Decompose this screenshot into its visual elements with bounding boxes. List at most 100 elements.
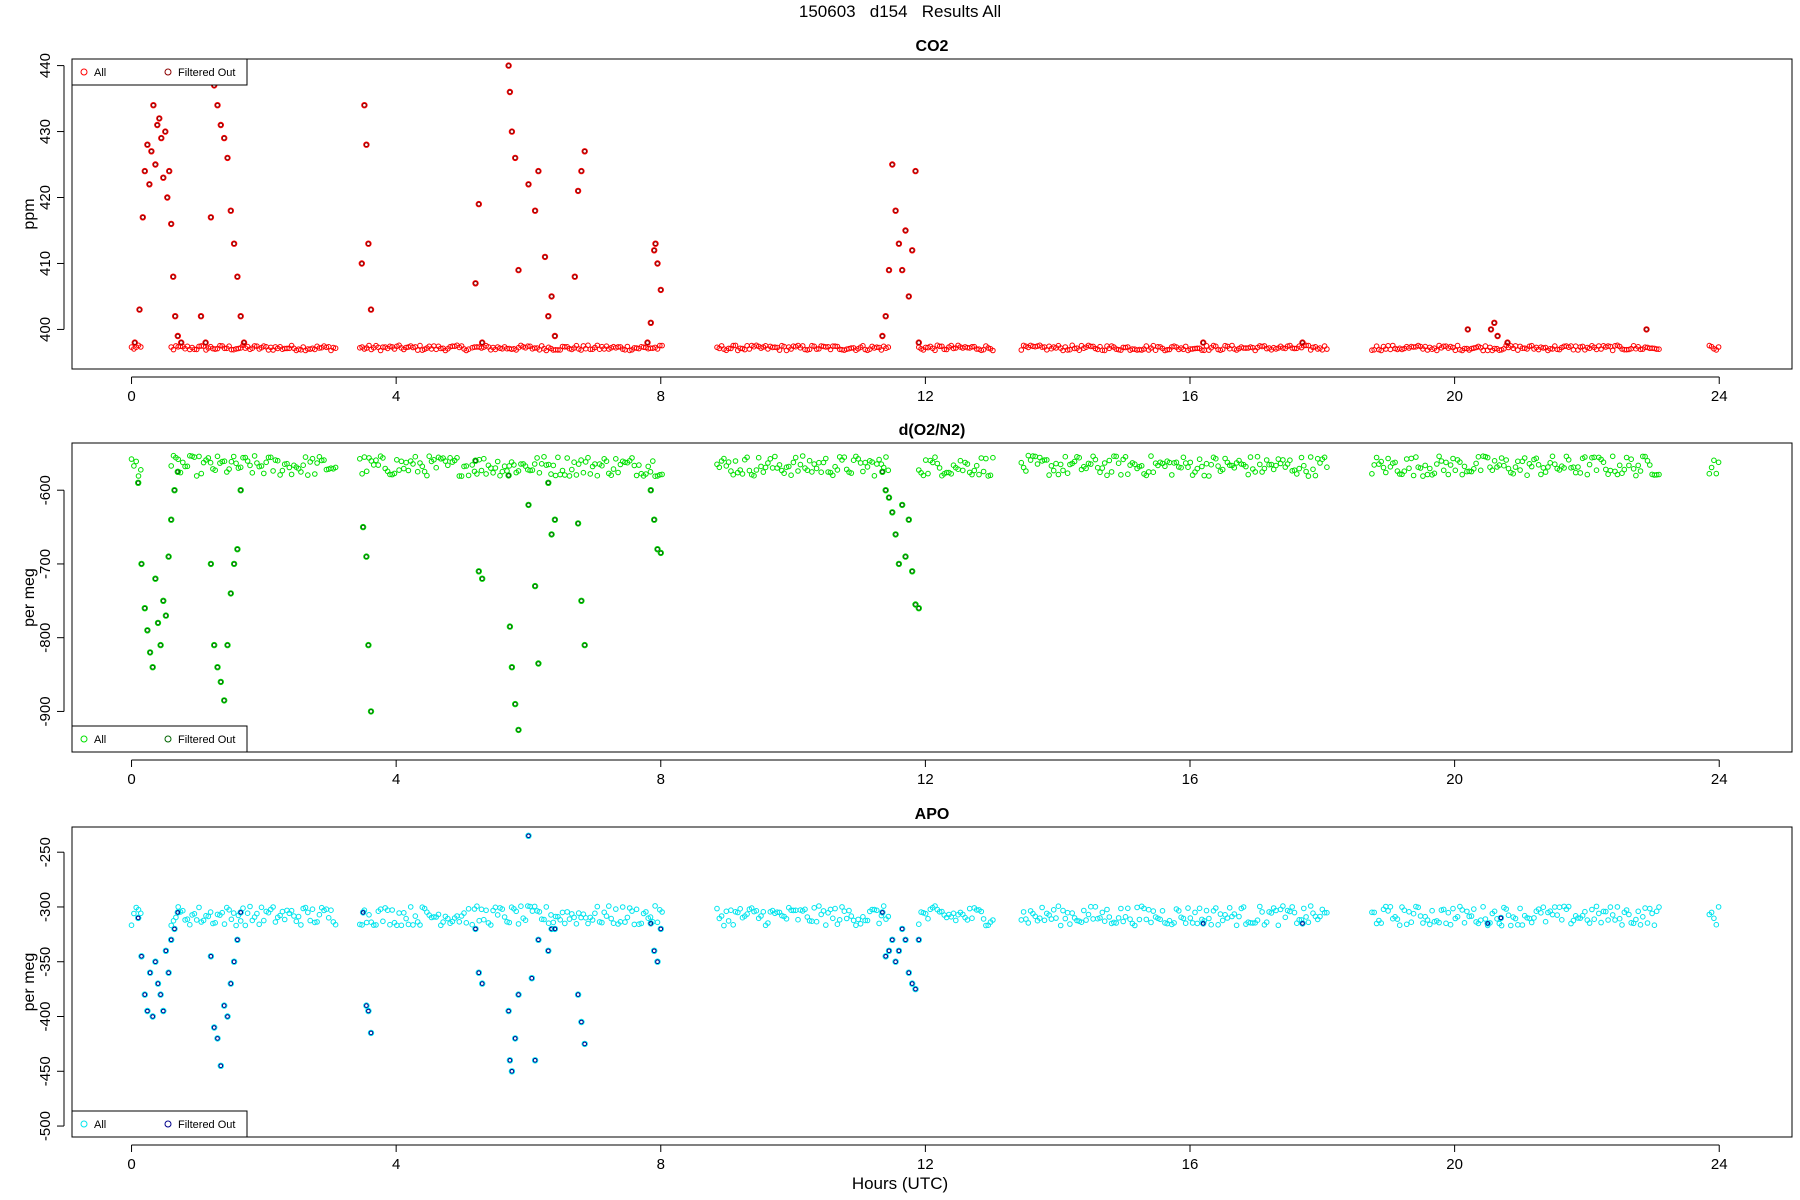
data-point-all bbox=[1046, 912, 1052, 918]
data-point-all bbox=[1401, 468, 1408, 475]
data-point-all bbox=[1299, 920, 1306, 927]
data-point-filtered-out bbox=[903, 554, 908, 559]
data-point-all bbox=[1533, 455, 1540, 462]
x-tick-label: 24 bbox=[1711, 771, 1728, 788]
data-point-all bbox=[1030, 453, 1036, 459]
data-point-all bbox=[152, 161, 159, 168]
data-point-all bbox=[1176, 464, 1182, 470]
data-point-all bbox=[1206, 473, 1212, 479]
data-point-filtered-out bbox=[476, 970, 482, 976]
data-point-all bbox=[387, 921, 393, 928]
data-point-all bbox=[265, 454, 272, 461]
data-point-all bbox=[435, 911, 442, 918]
data-point-all bbox=[948, 471, 955, 477]
data-point-all bbox=[472, 280, 479, 287]
data-point-all bbox=[657, 472, 663, 478]
data-point-all bbox=[1616, 462, 1623, 469]
data-point-all bbox=[790, 459, 797, 466]
data-point-all bbox=[1092, 456, 1099, 463]
data-point-all bbox=[366, 342, 372, 349]
data-point-all bbox=[461, 910, 467, 916]
data-point-all bbox=[1643, 326, 1650, 333]
data-point-all bbox=[1540, 345, 1547, 351]
y-tick-label: -400 bbox=[37, 1001, 54, 1031]
data-point-all bbox=[1263, 457, 1270, 463]
data-point-all bbox=[1579, 912, 1586, 919]
data-point-all bbox=[973, 907, 980, 913]
data-point-all bbox=[1185, 905, 1191, 911]
data-point-all bbox=[233, 922, 239, 929]
data-point-filtered-out bbox=[172, 926, 177, 932]
data-point-all bbox=[550, 462, 557, 469]
data-point-all bbox=[864, 464, 871, 470]
data-point-all bbox=[1145, 906, 1152, 913]
data-point-all bbox=[966, 905, 973, 912]
data-point-all bbox=[545, 947, 552, 955]
data-point-all bbox=[1189, 920, 1196, 926]
data-point-all bbox=[916, 921, 922, 928]
data-point-all bbox=[1609, 912, 1616, 918]
data-point-all bbox=[508, 664, 516, 671]
data-point-all bbox=[230, 958, 238, 965]
data-point-all bbox=[1194, 920, 1201, 927]
data-point-all bbox=[175, 904, 181, 910]
data-point-filtered-out bbox=[532, 1058, 538, 1063]
data-point-all bbox=[559, 467, 566, 474]
series-all bbox=[128, 452, 1722, 480]
data-point-all bbox=[912, 601, 919, 608]
data-point-all bbox=[654, 958, 661, 965]
data-point-all bbox=[841, 908, 848, 915]
data-point-all bbox=[922, 910, 929, 917]
data-point-all bbox=[925, 915, 931, 922]
data-point-all bbox=[885, 947, 893, 955]
data-point-all bbox=[1280, 903, 1286, 909]
data-point-all bbox=[1612, 468, 1618, 475]
series-filtered-out bbox=[131, 62, 1650, 346]
data-point-filtered-out bbox=[1300, 340, 1305, 345]
data-point-filtered-out bbox=[157, 116, 162, 121]
data-point-all bbox=[1434, 347, 1440, 354]
data-point-filtered-out bbox=[225, 642, 230, 648]
data-point-all bbox=[149, 664, 156, 671]
data-point-all bbox=[654, 919, 661, 926]
data-point-all bbox=[806, 457, 813, 464]
data-point-all bbox=[550, 919, 557, 926]
data-point-all bbox=[258, 904, 265, 911]
data-point-filtered-out bbox=[506, 473, 511, 478]
data-point-all bbox=[1385, 908, 1391, 914]
data-point-all bbox=[1524, 915, 1530, 921]
data-point-all bbox=[1099, 347, 1106, 354]
data-point-all bbox=[1074, 917, 1080, 924]
data-point-all bbox=[562, 344, 568, 350]
data-point-filtered-out bbox=[582, 149, 588, 154]
data-point-all bbox=[1203, 460, 1210, 467]
data-point-all bbox=[515, 266, 522, 274]
data-point-all bbox=[1060, 907, 1066, 914]
data-point-all bbox=[562, 472, 568, 478]
data-point-all bbox=[1092, 904, 1099, 910]
data-point-all bbox=[518, 903, 524, 910]
data-point-all bbox=[551, 516, 559, 523]
data-point-all bbox=[1637, 468, 1644, 474]
data-point-all bbox=[1568, 465, 1574, 471]
data-point-all bbox=[394, 457, 400, 463]
data-point-all bbox=[1575, 464, 1581, 470]
data-point-all bbox=[659, 471, 665, 478]
data-point-all bbox=[513, 908, 520, 915]
x-tick-label: 0 bbox=[127, 1156, 135, 1173]
data-point-all bbox=[398, 922, 405, 929]
data-point-all bbox=[543, 904, 550, 910]
data-point-all bbox=[380, 455, 386, 461]
data-point-all bbox=[585, 342, 591, 349]
data-point-all bbox=[1132, 461, 1138, 468]
data-point-all bbox=[636, 462, 642, 468]
x-tick-label: 4 bbox=[392, 388, 400, 405]
data-point-all bbox=[445, 462, 451, 469]
data-point-all bbox=[545, 920, 552, 927]
data-point-all bbox=[1410, 910, 1417, 917]
data-point-all bbox=[1519, 922, 1526, 928]
data-point-all bbox=[1394, 916, 1401, 922]
data-point-all bbox=[1450, 905, 1456, 912]
data-point-all bbox=[1708, 464, 1715, 471]
data-point-all bbox=[889, 509, 896, 516]
